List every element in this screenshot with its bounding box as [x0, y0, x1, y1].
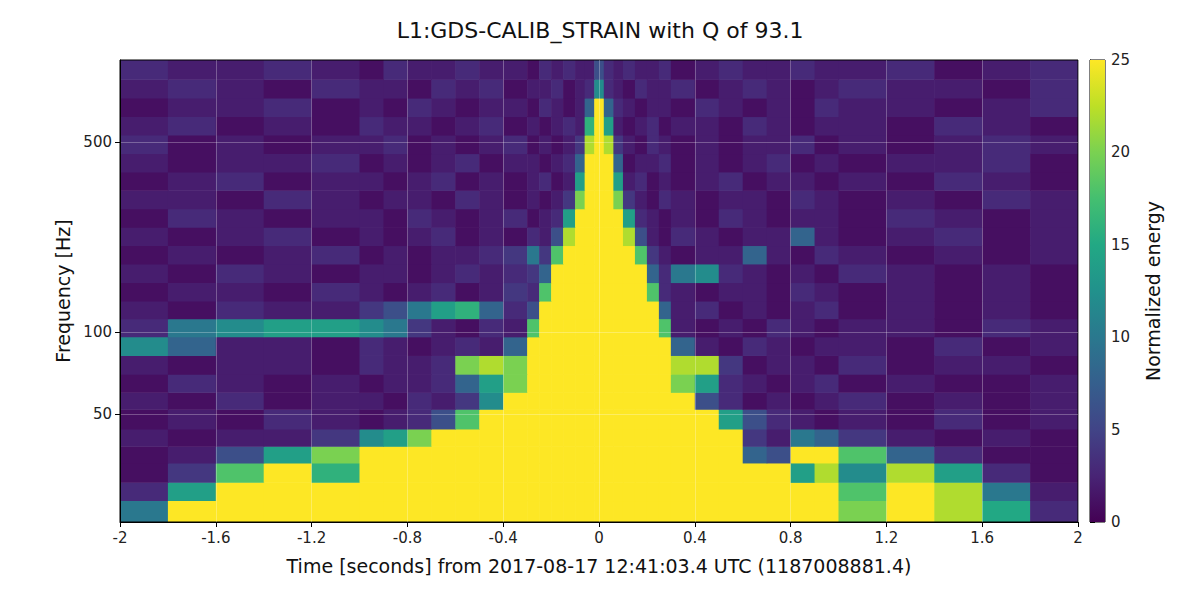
svg-text:L1:GDS-CALIB_STRAIN with Q of: L1:GDS-CALIB_STRAIN with Q of 93.1: [397, 18, 804, 44]
svg-text:Time [seconds] from 2017-08-17: Time [seconds] from 2017-08-17 12:41:03.…: [286, 555, 912, 577]
svg-text:15: 15: [1111, 236, 1130, 254]
svg-text:Frequency [Hz]: Frequency [Hz]: [52, 219, 74, 362]
svg-text:0.8: 0.8: [779, 529, 803, 547]
svg-text:1.6: 1.6: [970, 529, 994, 547]
svg-text:1.2: 1.2: [874, 529, 898, 547]
svg-text:10: 10: [1111, 328, 1130, 346]
svg-text:100: 100: [83, 323, 112, 341]
svg-text:2: 2: [1073, 529, 1083, 547]
svg-text:50: 50: [93, 405, 112, 423]
svg-text:500: 500: [83, 133, 112, 151]
svg-text:5: 5: [1111, 421, 1121, 439]
svg-text:-0.4: -0.4: [489, 529, 518, 547]
svg-text:-2: -2: [113, 529, 128, 547]
svg-text:20: 20: [1111, 143, 1130, 161]
svg-text:25: 25: [1111, 51, 1130, 69]
svg-text:0: 0: [594, 529, 604, 547]
svg-text:0.4: 0.4: [683, 529, 707, 547]
svg-text:0: 0: [1111, 513, 1121, 531]
svg-text:-0.8: -0.8: [393, 529, 422, 547]
svg-text:Normalized energy: Normalized energy: [1142, 201, 1164, 381]
svg-text:-1.6: -1.6: [201, 529, 230, 547]
svg-text:-1.2: -1.2: [297, 529, 326, 547]
